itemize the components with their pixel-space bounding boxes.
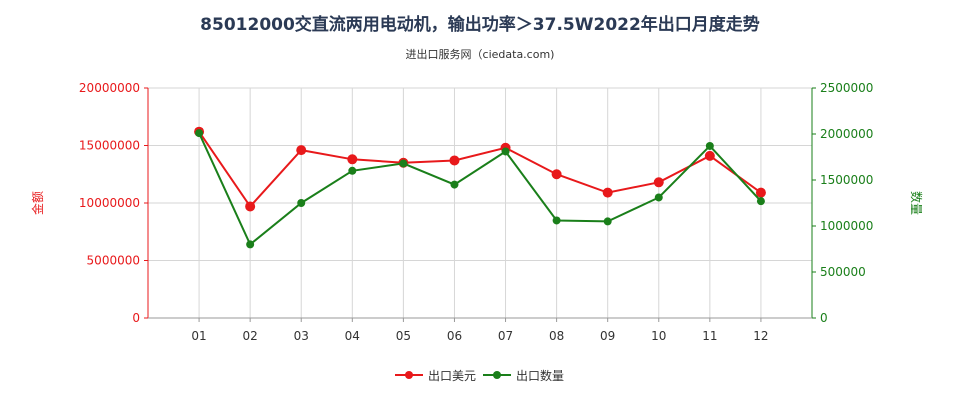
x-tick-label: 08 [549, 329, 564, 343]
y-right-tick-label: 2000000 [820, 127, 873, 141]
legend-label-amount: 出口美元 [428, 369, 476, 383]
data-point-amount [551, 169, 562, 180]
data-point-quantity [297, 199, 306, 207]
y-right-tick-label: 1500000 [820, 173, 873, 187]
data-point-amount [245, 201, 256, 212]
series-line-quantity [198, 132, 762, 246]
y-left-tick-label: 10000000 [79, 196, 140, 210]
data-point-quantity [756, 197, 765, 206]
y-left-tick-label: 5000000 [87, 254, 140, 268]
x-tick-label: 12 [753, 329, 768, 343]
data-point-quantity [654, 193, 663, 202]
x-tick-label: 10 [651, 329, 666, 343]
data-point-quantity [603, 217, 612, 226]
x-tick-label: 02 [243, 329, 258, 343]
y-right-tick-label: 2500000 [820, 81, 873, 95]
data-point-amount [755, 187, 766, 198]
grid [148, 87, 812, 319]
x-tick-label: 04 [345, 329, 360, 343]
legend-item-amount[interactable]: 出口美元 [395, 369, 476, 383]
data-point-amount [296, 145, 307, 156]
data-point-amount [653, 177, 664, 188]
data-point-quantity [246, 240, 255, 249]
y-left-tick-label: 20000000 [79, 81, 140, 95]
chart-subtitle: 进出口服务网（ciedata.com) [406, 47, 555, 61]
chart-title: 85012000交直流两用电动机，输出功率＞37.5W2022年出口月度走势 [200, 14, 760, 35]
data-point-quantity [501, 147, 510, 156]
y-right-tick-label: 1000000 [820, 219, 873, 233]
data-point-quantity [450, 180, 459, 189]
data-point-amount [704, 150, 715, 161]
legend-marker-quantity [493, 371, 501, 379]
x-tick-label: 09 [600, 329, 615, 343]
y-axis-left-title: 金额 [30, 191, 45, 215]
x-tick-label: 06 [447, 329, 462, 343]
x-tick-label: 11 [702, 329, 717, 343]
x-tick-label: 05 [396, 329, 411, 343]
data-point-quantity [348, 166, 357, 175]
legend-label-quantity: 出口数量 [516, 368, 564, 383]
data-point-quantity [195, 129, 204, 138]
legend-item-quantity[interactable]: 出口数量 [483, 368, 564, 383]
y-axis-right-title: 数量 [909, 191, 924, 215]
x-tick-label: 07 [498, 329, 513, 343]
series-layer [194, 126, 766, 249]
x-tick-label: 01 [191, 329, 206, 343]
data-point-quantity [705, 141, 714, 150]
series-line-amount [198, 131, 762, 209]
data-point-quantity [399, 159, 408, 168]
data-point-quantity [552, 216, 561, 225]
x-tick-label: 03 [294, 329, 309, 343]
y-right-tick-label: 0 [820, 311, 828, 325]
data-point-amount [602, 187, 613, 198]
y-left-tick-label: 0 [132, 311, 140, 325]
data-point-amount [347, 154, 358, 165]
y-right-tick-label: 500000 [820, 265, 866, 279]
legend: 出口美元 出口数量 [395, 368, 564, 383]
legend-marker-amount [405, 371, 413, 379]
axes: 0 5000000 10000000 15000000 20000000 0 500000 1… [79, 81, 874, 343]
data-point-amount [449, 155, 460, 166]
y-left-tick-label: 15000000 [79, 139, 140, 153]
